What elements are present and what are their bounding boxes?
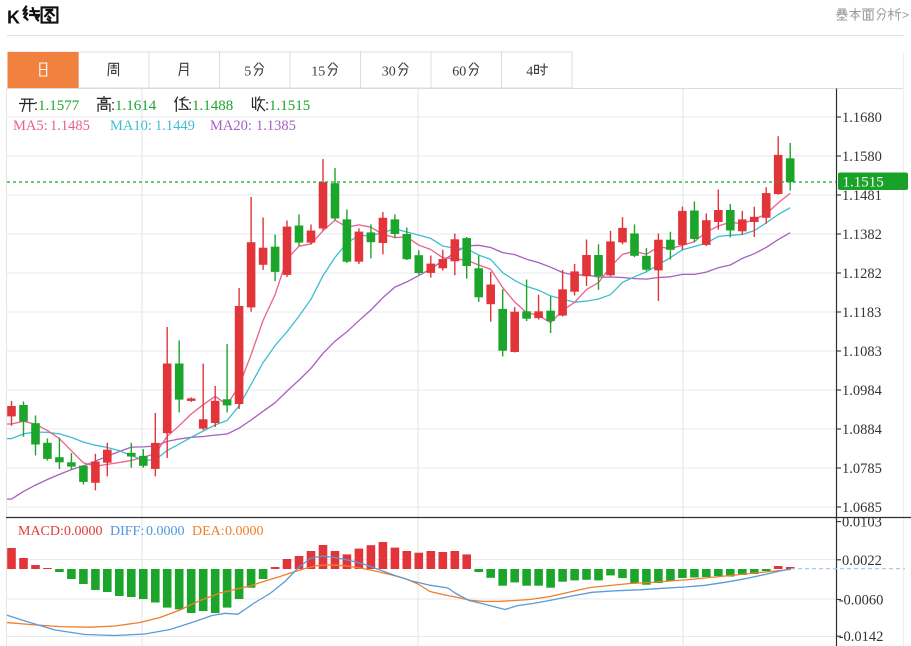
svg-text:MA5:: MA5:	[13, 118, 48, 134]
svg-text:1.1083: 1.1083	[842, 344, 882, 360]
svg-text:>: >	[902, 8, 909, 22]
svg-text:0.0022: 0.0022	[842, 553, 882, 569]
svg-text:-0.0060: -0.0060	[839, 593, 884, 609]
svg-text:MA10:: MA10:	[110, 118, 152, 134]
svg-text:5: 5	[244, 65, 251, 80]
svg-text:K: K	[7, 8, 20, 28]
svg-text:1.1577: 1.1577	[38, 98, 80, 114]
svg-text:1.0685: 1.0685	[842, 500, 882, 516]
svg-text:1.1385: 1.1385	[256, 118, 296, 134]
svg-text::: :	[34, 97, 38, 114]
svg-text:15: 15	[311, 65, 325, 80]
svg-text:DIFF:: DIFF:	[110, 524, 144, 539]
svg-text:1.1485: 1.1485	[50, 118, 90, 134]
svg-text:1.1382: 1.1382	[842, 227, 882, 243]
svg-text:1.1614: 1.1614	[115, 98, 157, 114]
svg-text:1.1282: 1.1282	[842, 266, 882, 282]
svg-text:1.1515: 1.1515	[269, 98, 310, 114]
svg-text:-0.0142: -0.0142	[839, 629, 884, 645]
svg-text:4: 4	[526, 65, 533, 80]
svg-text:1.1481: 1.1481	[842, 188, 882, 204]
svg-text:30: 30	[382, 65, 396, 80]
svg-text:MA20:: MA20:	[210, 118, 252, 134]
svg-text:1.1183: 1.1183	[842, 305, 881, 321]
svg-text:1.0785: 1.0785	[842, 461, 882, 477]
svg-text:DEA:: DEA:	[192, 524, 225, 539]
svg-text::: :	[188, 97, 192, 114]
svg-text:1.1515: 1.1515	[843, 175, 884, 191]
svg-text:1.1488: 1.1488	[192, 98, 233, 114]
svg-text:0.0000: 0.0000	[146, 524, 185, 539]
svg-text::: :	[265, 97, 269, 114]
svg-text:0.0000: 0.0000	[64, 524, 103, 539]
svg-text:1.0884: 1.0884	[842, 422, 883, 438]
svg-text:60: 60	[452, 65, 466, 80]
svg-text::: :	[111, 97, 115, 114]
svg-text:1.1580: 1.1580	[842, 149, 882, 165]
svg-text:MACD:: MACD:	[18, 524, 64, 539]
svg-text:0.0000: 0.0000	[225, 524, 264, 539]
svg-text:0.0103: 0.0103	[842, 515, 882, 531]
svg-text:1.1449: 1.1449	[155, 118, 195, 134]
svg-text:1.1680: 1.1680	[842, 110, 882, 126]
svg-text:1.0984: 1.0984	[842, 383, 883, 399]
